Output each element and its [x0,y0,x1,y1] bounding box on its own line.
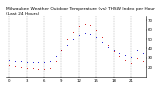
Text: Milwaukee Weather Outdoor Temperature (vs) THSW Index per Hour (Last 24 Hours): Milwaukee Weather Outdoor Temperature (v… [6,7,155,16]
